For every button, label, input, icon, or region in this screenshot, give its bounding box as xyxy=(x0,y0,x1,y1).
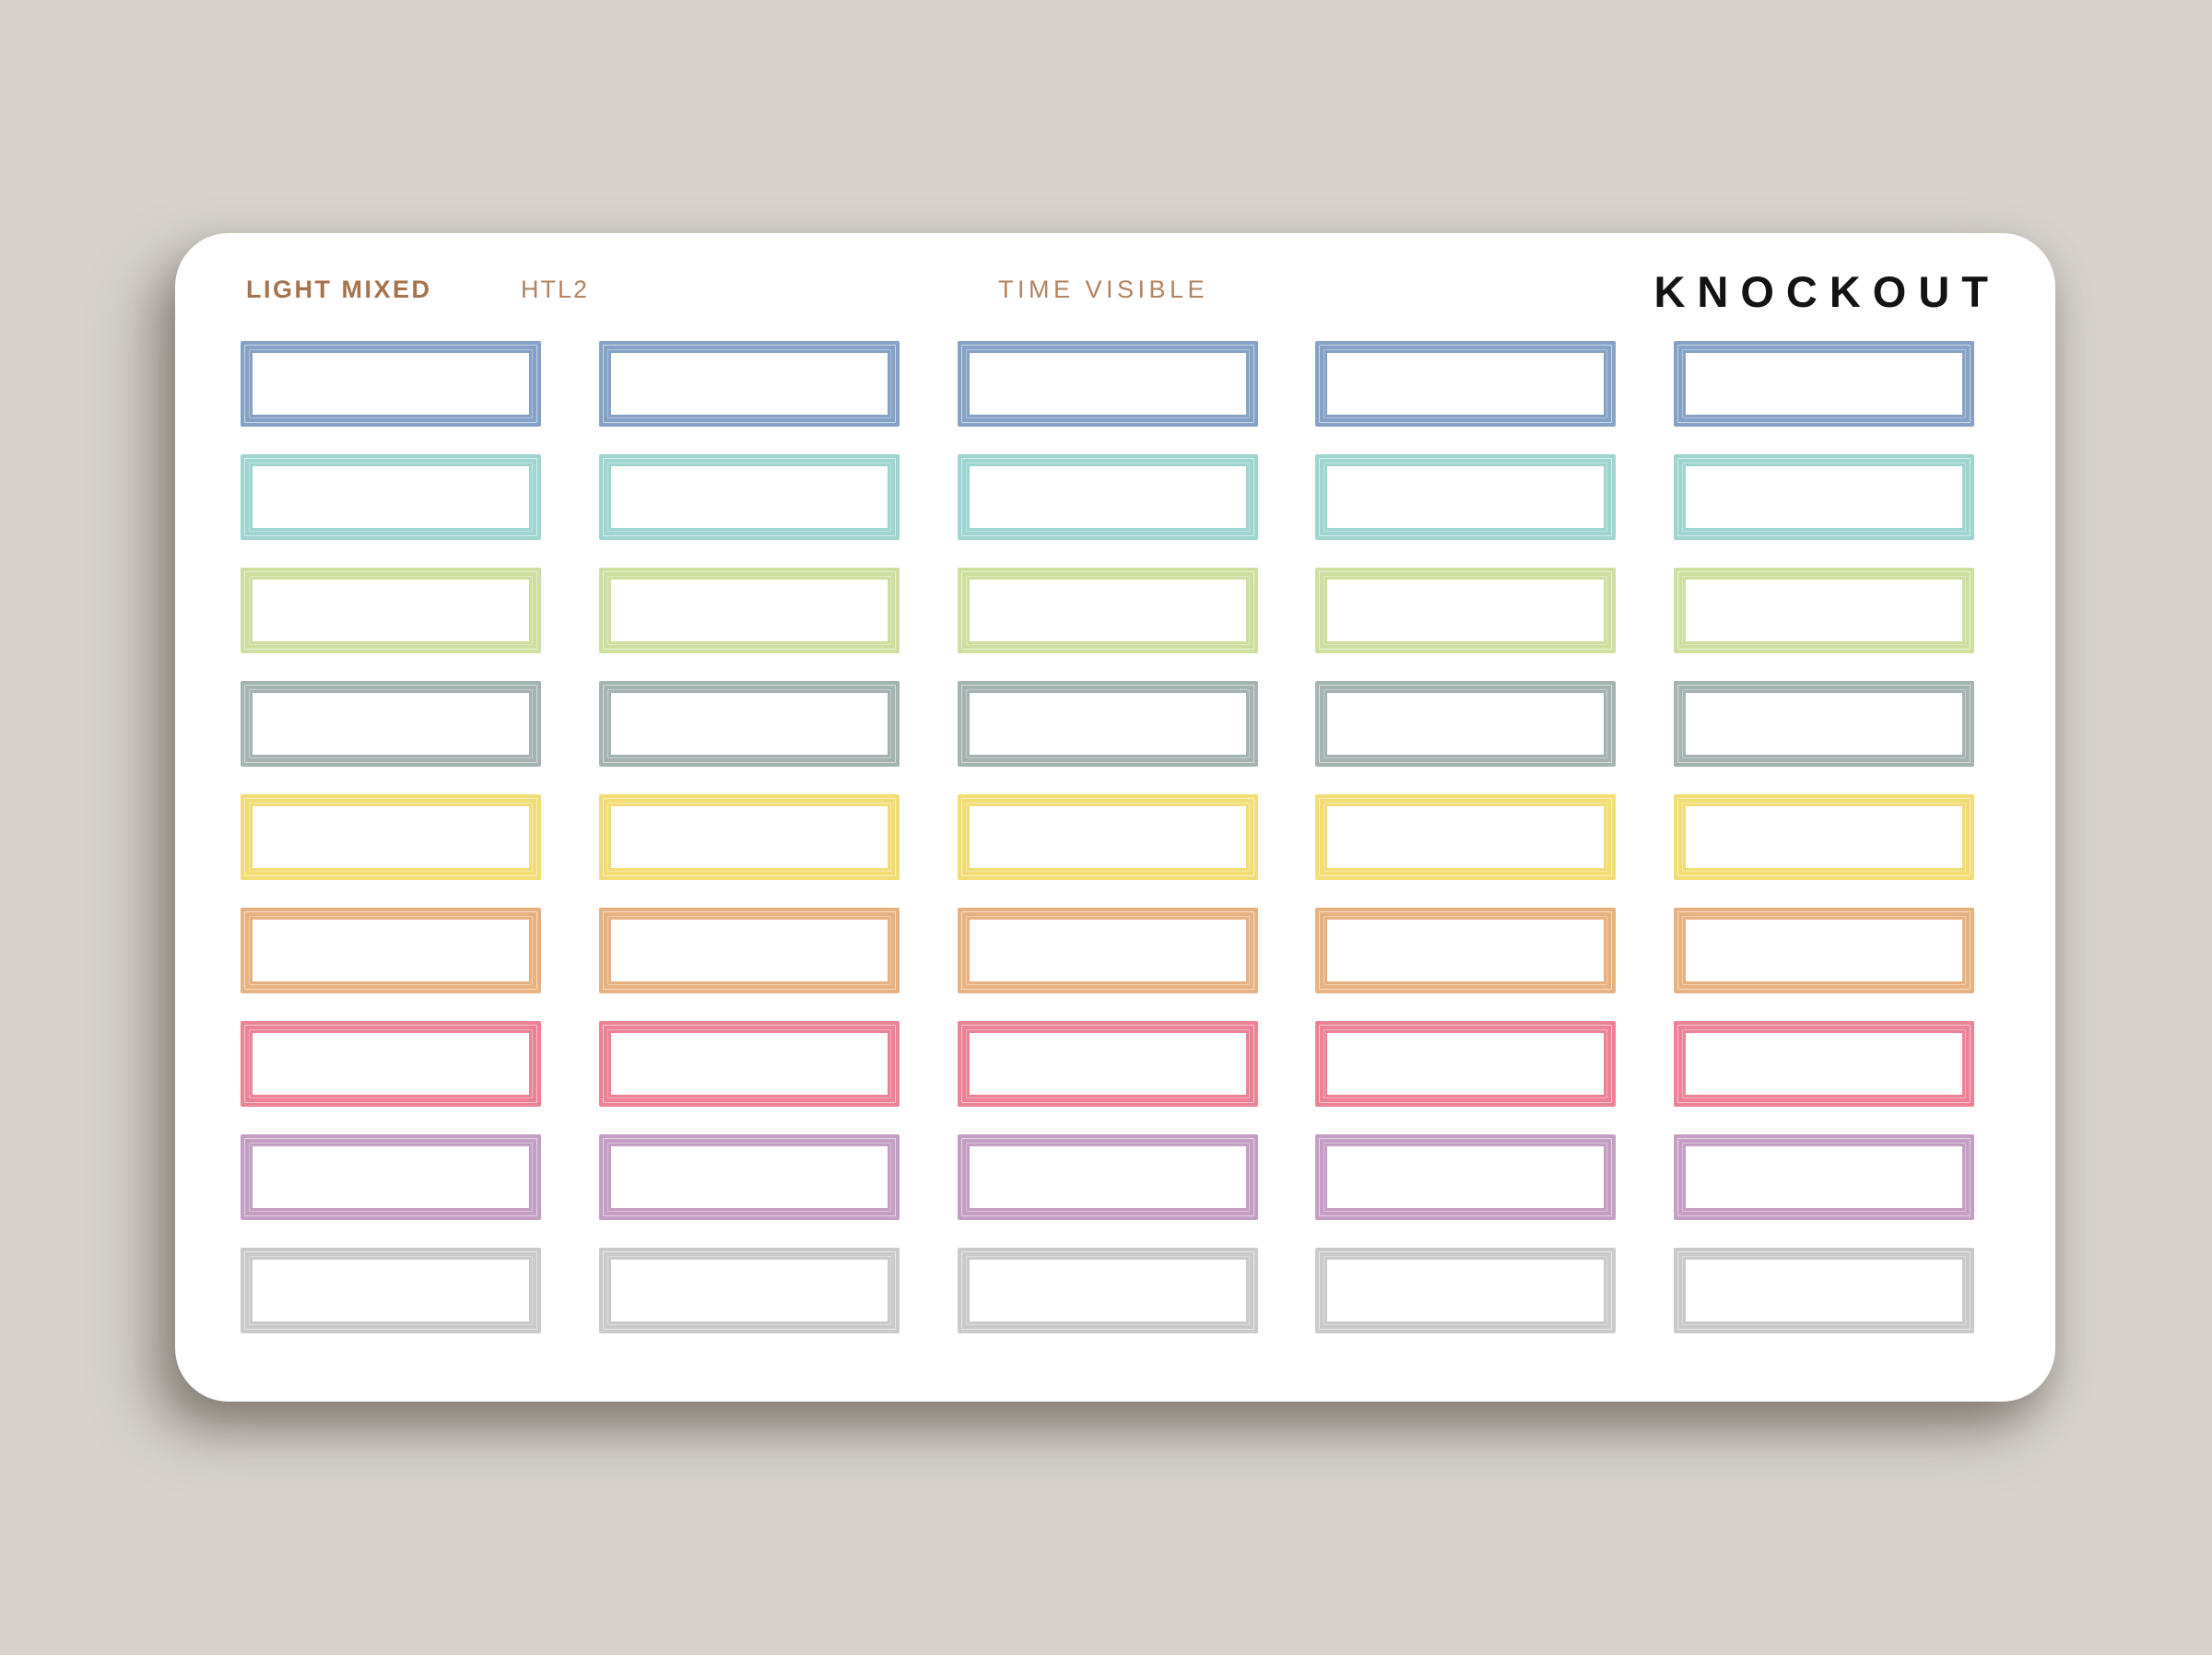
sticker-row-orange xyxy=(241,908,1974,993)
sku-code: HTL2 xyxy=(521,276,590,303)
sticker-teal xyxy=(598,454,900,540)
sticker-row-gray-green xyxy=(241,681,1974,767)
sticker-grid xyxy=(241,341,1974,1333)
sticker-row-pink xyxy=(241,1021,1974,1107)
sticker-row-teal xyxy=(241,454,1974,540)
sticker-row-green xyxy=(241,568,1974,653)
sticker-orange xyxy=(1674,908,1974,993)
sticker-row-yellow xyxy=(241,794,1974,880)
sticker-teal xyxy=(1315,454,1617,540)
collection-title: LIGHT MIXED xyxy=(246,276,432,303)
sticker-orange xyxy=(241,908,541,993)
sticker-purple xyxy=(241,1134,541,1220)
sticker-green xyxy=(1315,568,1617,653)
sticker-yellow xyxy=(1315,794,1617,880)
sticker-gray xyxy=(241,1248,541,1333)
sticker-pink xyxy=(1674,1021,1974,1107)
sticker-green xyxy=(598,568,900,653)
sticker-yellow xyxy=(598,794,900,880)
sticker-gray xyxy=(1674,1248,1974,1333)
sticker-gray xyxy=(1315,1248,1617,1333)
sticker-pink xyxy=(1315,1021,1617,1107)
sticker-orange xyxy=(957,908,1258,993)
sticker-yellow xyxy=(241,794,541,880)
brand-logo: KNOCKOUT xyxy=(1653,267,2000,316)
sticker-teal xyxy=(1674,454,1974,540)
sticker-purple xyxy=(1315,1134,1617,1220)
sticker-orange xyxy=(1315,908,1617,993)
sticker-gray-green xyxy=(598,681,900,767)
sticker-row-gray xyxy=(241,1248,1974,1333)
sticker-teal xyxy=(241,454,541,540)
sticker-blue xyxy=(957,341,1258,427)
sticker-gray-green xyxy=(241,681,541,767)
sticker-gray xyxy=(957,1248,1258,1333)
sticker-yellow xyxy=(1674,794,1974,880)
sticker-gray xyxy=(598,1248,900,1333)
sticker-yellow xyxy=(957,794,1258,880)
sticker-gray-green xyxy=(1315,681,1617,767)
sticker-blue xyxy=(598,341,900,427)
sticker-purple xyxy=(598,1134,900,1220)
sticker-pink xyxy=(957,1021,1258,1107)
sticker-blue xyxy=(1674,341,1974,427)
sticker-purple xyxy=(957,1134,1258,1220)
sticker-blue xyxy=(241,341,541,427)
sticker-purple xyxy=(1674,1134,1974,1220)
sticker-row-purple xyxy=(241,1134,1974,1220)
sticker-sheet: LIGHT MIXED HTL2 TIME VISIBLE KNOCKOUT xyxy=(175,233,2055,1402)
sticker-teal xyxy=(957,454,1258,540)
sticker-gray-green xyxy=(957,681,1258,767)
sticker-green xyxy=(1674,568,1974,653)
sticker-pink xyxy=(598,1021,900,1107)
sheet-header: LIGHT MIXED HTL2 TIME VISIBLE KNOCKOUT xyxy=(175,233,2055,341)
sticker-row-blue xyxy=(241,341,1974,427)
sticker-green xyxy=(241,568,541,653)
sticker-orange xyxy=(598,908,900,993)
variant-label: TIME VISIBLE xyxy=(998,276,1209,303)
sticker-green xyxy=(957,568,1258,653)
sticker-blue xyxy=(1315,341,1617,427)
sticker-gray-green xyxy=(1674,681,1974,767)
sticker-pink xyxy=(241,1021,541,1107)
